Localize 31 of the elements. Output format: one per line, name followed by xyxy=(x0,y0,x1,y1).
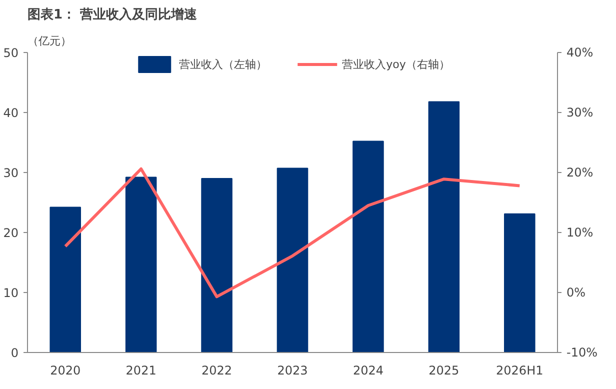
y2-tick-label: -10% xyxy=(566,346,598,360)
bar xyxy=(352,140,384,352)
bar xyxy=(504,213,536,352)
y2-tick-label: 40% xyxy=(566,46,594,60)
y-tick-label: 40 xyxy=(3,106,19,120)
bar xyxy=(276,168,308,352)
y2-tick-label: 30% xyxy=(566,106,594,120)
line-series xyxy=(64,167,522,298)
x-tick-label: 2024 xyxy=(352,364,384,378)
y-tick-label: 50 xyxy=(3,46,19,60)
y-axis-title: （亿元） xyxy=(28,34,72,48)
bar xyxy=(125,176,157,352)
bar xyxy=(428,101,460,352)
y-tick-label: 10 xyxy=(3,286,19,300)
y2-tick-label: 20% xyxy=(566,166,594,180)
legend-label: 营业收入yoy（右轴） xyxy=(342,56,450,72)
x-tick-label: 2023 xyxy=(277,364,308,378)
x-tick-label: 2021 xyxy=(126,364,156,378)
x-tick-label: 2025 xyxy=(428,364,460,378)
legend-label: 营业收入（左轴） xyxy=(179,56,268,72)
y-tick-label: 0 xyxy=(10,346,19,360)
y-tick-label: 20 xyxy=(3,226,19,240)
y2-tick-label: 0% xyxy=(566,286,586,300)
x-tick-label: 2022 xyxy=(202,364,232,378)
bar xyxy=(201,178,232,352)
bar xyxy=(50,206,81,352)
chart-title: 图表1： 营业收入及同比增速 xyxy=(28,6,198,22)
x-tick-label: 2026H1 xyxy=(496,364,544,378)
y-tick-label: 30 xyxy=(3,166,19,180)
x-tick-label: 2020 xyxy=(50,364,81,378)
y2-tick-label: 10% xyxy=(566,226,594,240)
